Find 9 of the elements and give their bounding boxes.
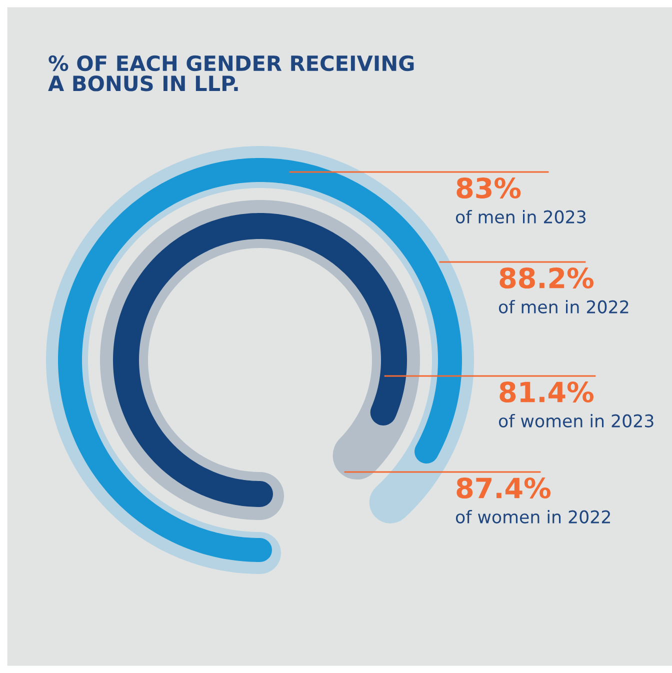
category-label: of women in 2023 <box>498 414 654 428</box>
category-label: of men in 2023 <box>456 210 586 224</box>
data-label: 81.4% <box>500 381 594 402</box>
data-label: 88.2% <box>500 267 594 288</box>
text: % OF EACH GENDER RECEIVING A BONUS IN LLP. <box>48 55 414 92</box>
data-label: 83% <box>456 177 521 198</box>
data-label: 87.4% <box>456 477 550 498</box>
category-label: of men in 2022 <box>498 300 628 314</box>
category-label: of women in 2022 <box>456 510 610 524</box>
